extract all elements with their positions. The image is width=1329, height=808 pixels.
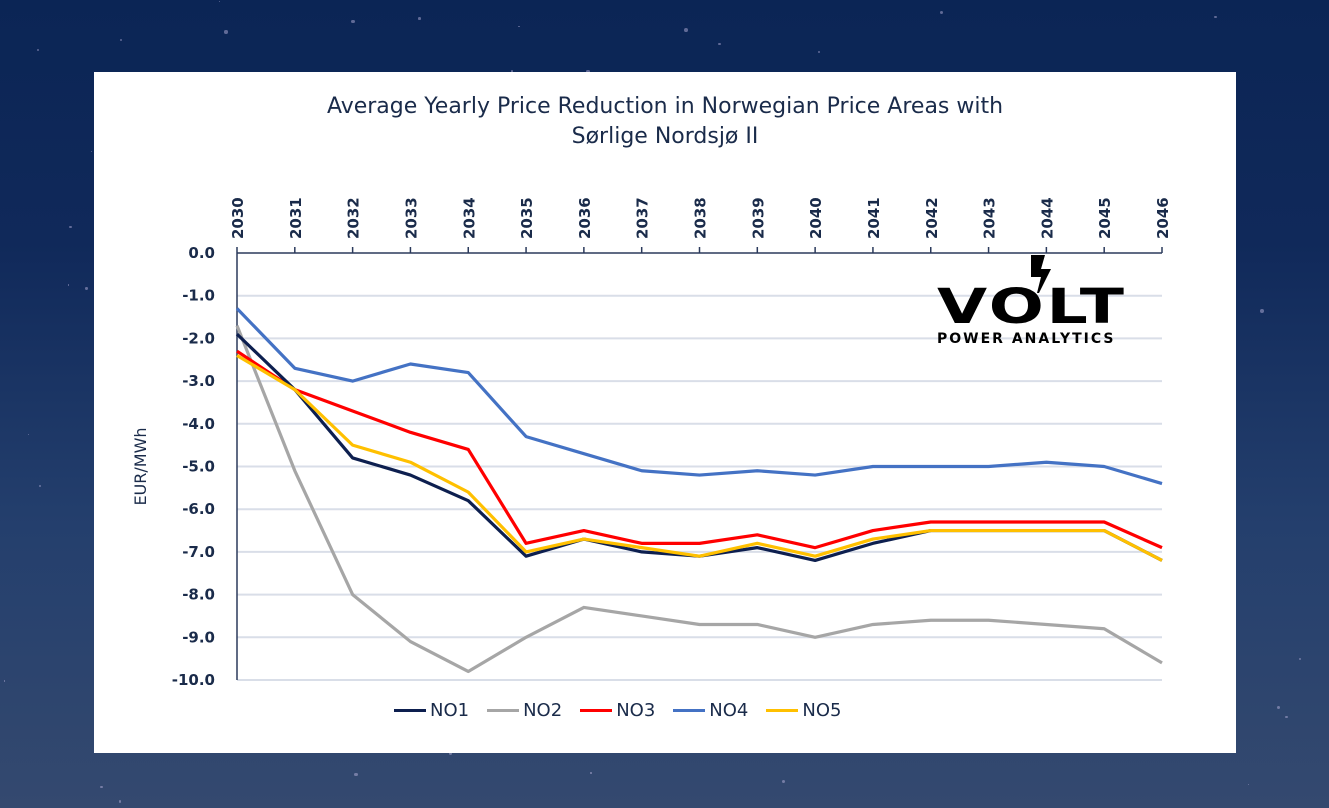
legend: NO1 NO2 NO3 NO4 NO5 [394, 700, 841, 721]
star [1298, 658, 1301, 661]
legend-label: NO5 [802, 700, 842, 721]
legend-item-no4: NO4 [673, 700, 748, 721]
star [36, 48, 39, 51]
star [3, 680, 6, 682]
x-tick-label: 2030 [229, 197, 247, 239]
star [939, 10, 943, 14]
y-axis-title: EUR/MWh [131, 427, 150, 505]
star [351, 19, 356, 24]
star [518, 25, 521, 28]
star [781, 779, 785, 783]
chart-title-line-2: Sørlige Nordsjø II [571, 124, 759, 149]
star [119, 38, 123, 41]
star [39, 485, 42, 488]
line-chart: 0.0 -1.0 -2.0 -3.0 -4.0 -5.0 -6.0 -7.0 -8.0 -9.0 -… [131, 197, 1172, 689]
legend-swatch [580, 709, 613, 712]
star [85, 287, 88, 290]
series-line-no4 [235, 307, 1163, 486]
star [67, 284, 70, 286]
star [683, 28, 688, 33]
star [90, 150, 93, 152]
legend-item-no5: NO5 [766, 700, 841, 721]
x-tick-label: 2042 [923, 197, 941, 239]
y-tick-label: -1.0 [182, 287, 215, 305]
chart-card: Average Yearly Price Reduction in Norweg… [94, 72, 1236, 753]
x-tick-label: 2040 [807, 197, 825, 239]
x-tick-label: 2045 [1096, 197, 1114, 239]
x-tick-label: 2039 [749, 197, 767, 239]
star [27, 433, 30, 436]
star [718, 42, 721, 46]
star [586, 69, 590, 74]
y-tick-label: -7.0 [182, 543, 215, 561]
star [100, 785, 103, 789]
star [1276, 706, 1280, 710]
star [218, 0, 221, 3]
y-tick-label: -5.0 [182, 458, 215, 476]
gridlines [237, 294, 1162, 681]
series-lines [235, 307, 1163, 674]
legend-item-no1: NO1 [394, 700, 469, 721]
star [1214, 15, 1217, 19]
logo-word: VOLT [937, 279, 1127, 335]
legend-label: NO3 [616, 700, 656, 721]
chart-title: Average Yearly Price Reduction in Norweg… [94, 92, 1236, 152]
x-tick-label: 2036 [576, 197, 594, 239]
star [418, 17, 422, 21]
star [1259, 308, 1264, 313]
y-tick-label: -4.0 [182, 415, 215, 433]
volt-logo: VOLT POWER ANALYTICS [937, 255, 1162, 347]
star [590, 772, 592, 774]
chart-title-line-1: Average Yearly Price Reduction in Norweg… [326, 94, 1004, 119]
star [118, 800, 122, 803]
legend-swatch [766, 709, 799, 712]
legend-swatch [673, 709, 706, 712]
legend-label: NO1 [430, 700, 470, 721]
star [354, 772, 358, 776]
y-tick-label: -6.0 [182, 500, 215, 518]
star [510, 70, 514, 74]
legend-label: NO4 [709, 700, 749, 721]
y-tick-label: -10.0 [172, 671, 215, 689]
legend-label: NO2 [523, 700, 563, 721]
x-tick-label: 2031 [287, 197, 305, 239]
y-tick-label: -3.0 [182, 372, 215, 390]
x-tick-label: 2041 [865, 197, 883, 239]
y-tick-label: 0.0 [188, 244, 215, 262]
legend-swatch [487, 709, 520, 712]
series-line-no1 [235, 332, 1163, 563]
legend-swatch [394, 709, 426, 712]
axes [236, 247, 1163, 680]
star [1285, 715, 1288, 719]
x-tick-label: 2034 [460, 197, 478, 239]
x-tick-label: 2046 [1154, 197, 1172, 239]
x-tick-label: 2044 [1038, 197, 1056, 239]
series-line-no2 [235, 324, 1163, 674]
y-tick-label: -8.0 [182, 586, 215, 604]
legend-item-no3: NO3 [580, 700, 655, 721]
legend-item-no2: NO2 [487, 700, 562, 721]
series-line-no3 [236, 349, 1163, 550]
star [1248, 783, 1250, 785]
star [818, 50, 820, 53]
x-tick-label: 2043 [981, 197, 999, 239]
x-tick-label: 2037 [634, 197, 652, 239]
star [69, 225, 72, 229]
x-tick-label: 2032 [345, 197, 363, 239]
lightning-bolt-icon [1031, 255, 1051, 293]
series-line-no5 [236, 354, 1163, 562]
x-tick-label: 2038 [692, 197, 710, 239]
x-tick-label: 2035 [518, 197, 536, 239]
x-tick-label: 2033 [402, 197, 420, 239]
y-tick-label: -9.0 [182, 628, 215, 646]
y-tick-labels: 0.0 -1.0 -2.0 -3.0 -4.0 -5.0 -6.0 -7.0 -8.0 -9.0 -… [172, 244, 215, 689]
x-tick-labels: 2030 2031 2032 2033 2034 2035 2036 2037 2038 2039… [229, 197, 1172, 239]
logo-subtitle: POWER ANALYTICS [937, 331, 1116, 347]
y-tick-label: -2.0 [182, 329, 215, 347]
star [448, 751, 453, 755]
star [224, 30, 228, 34]
